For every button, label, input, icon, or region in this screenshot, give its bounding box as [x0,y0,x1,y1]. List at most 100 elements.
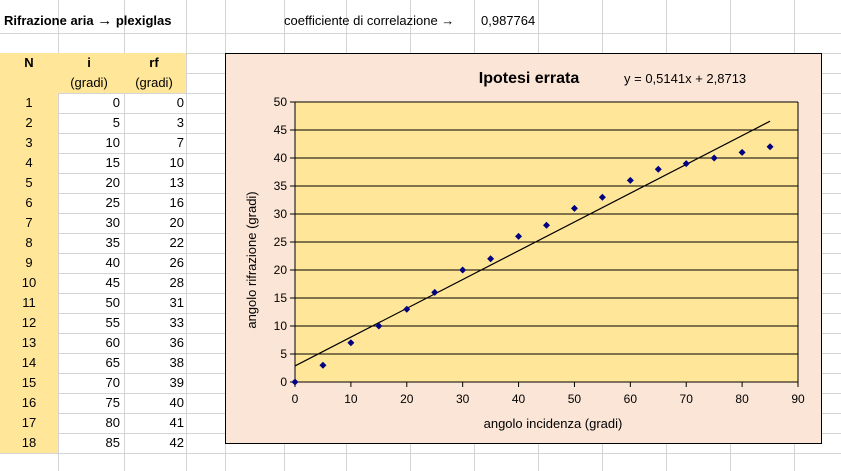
row-number[interactable]: 16 [21,395,37,410]
data-point[interactable] [431,288,439,296]
data-point[interactable] [515,232,523,240]
data-point[interactable] [347,339,355,347]
incidence-value[interactable]: 80 [105,415,120,430]
refraction-value[interactable]: 31 [169,295,184,310]
data-point[interactable] [291,378,299,386]
table-row[interactable]: 5 20 13 [0,173,186,193]
refraction-value[interactable]: 42 [169,435,184,450]
incidence-value[interactable]: 70 [105,375,120,390]
data-point[interactable] [403,305,411,313]
incidence-value[interactable]: 35 [105,235,120,250]
row-number[interactable]: 13 [21,335,37,350]
incidence-value[interactable]: 75 [105,395,120,410]
row-number[interactable]: 5 [25,175,33,190]
table-row[interactable]: 4 15 10 [0,153,186,173]
incidence-value[interactable]: 60 [105,335,120,350]
refraction-value[interactable]: 28 [169,275,184,290]
row-number[interactable]: 11 [22,295,36,310]
data-point[interactable] [543,221,550,229]
data-point[interactable] [738,148,746,156]
table-row[interactable]: 18 85 42 [0,433,186,453]
incidence-value[interactable]: 65 [105,355,120,370]
table-row[interactable]: 6 25 16 [0,193,186,213]
row-number[interactable]: 18 [21,435,37,450]
refraction-value[interactable]: 41 [169,415,184,430]
data-point[interactable] [598,193,606,201]
refraction-value[interactable]: 16 [169,195,184,210]
incidence-value[interactable]: 0 [112,95,120,110]
unit-i[interactable]: (gradi) [70,75,108,90]
data-point[interactable] [710,154,718,162]
row-number[interactable]: 14 [21,355,37,370]
row-number[interactable]: 3 [25,135,33,150]
header-rf[interactable]: rf [149,55,159,70]
table-row[interactable]: 7 30 20 [0,213,186,233]
refraction-value[interactable]: 13 [169,175,184,190]
incidence-value[interactable]: 50 [105,295,120,310]
header-n[interactable]: N [24,55,34,70]
refraction-value[interactable]: 7 [176,135,184,150]
row-number[interactable]: 17 [21,415,37,430]
table-row[interactable]: 15 70 39 [0,373,186,393]
row-number[interactable]: 12 [21,315,37,330]
table-row[interactable]: 12 55 33 [0,313,186,333]
incidence-value[interactable]: 15 [105,155,120,170]
incidence-value[interactable]: 30 [105,215,120,230]
data-point[interactable] [626,176,634,184]
incidence-value[interactable]: 40 [105,255,120,270]
incidence-value[interactable]: 25 [105,195,120,210]
row-number[interactable]: 15 [21,375,37,390]
refraction-value[interactable]: 26 [169,255,184,270]
sheet-title[interactable]: Rifrazione aria → plexiglas [4,11,171,31]
data-point[interactable] [766,143,774,151]
data-point[interactable] [487,255,495,263]
table-row[interactable]: 17 80 41 [0,413,186,433]
header-i[interactable]: i [87,55,91,70]
refraction-value[interactable]: 33 [169,315,184,330]
unit-rf[interactable]: (gradi) [135,75,173,90]
table-row[interactable]: 16 75 40 [0,393,186,413]
refraction-value[interactable]: 39 [169,375,184,390]
data-point[interactable] [375,322,383,330]
incidence-value[interactable]: 85 [105,435,120,450]
row-number[interactable]: 2 [25,115,33,130]
table-row[interactable]: 3 10 7 [0,133,186,153]
table-row[interactable]: 1 0 0 [0,93,186,113]
x-tick-label: 20 [400,392,414,406]
data-point[interactable] [570,204,578,212]
data-point[interactable] [654,165,662,173]
row-number[interactable]: 8 [25,235,33,250]
incidence-value[interactable]: 55 [105,315,120,330]
table-row[interactable]: 9 40 26 [0,253,186,273]
refraction-value[interactable]: 38 [169,355,184,370]
incidence-value[interactable]: 5 [112,115,120,130]
table-row[interactable]: 10 45 28 [0,273,186,293]
row-number[interactable]: 10 [21,275,37,290]
refraction-value[interactable]: 3 [176,115,184,130]
data-point[interactable] [319,361,327,369]
incidence-value[interactable]: 20 [105,175,120,190]
incidence-value[interactable]: 45 [105,275,120,290]
correlation-label[interactable]: coefficiente di correlazione → [284,13,455,28]
table-row[interactable]: 2 5 3 [0,113,186,133]
table-row[interactable]: 11 50 31 [0,293,186,313]
table-row[interactable]: 8 35 22 [0,233,186,253]
refraction-value[interactable]: 22 [169,235,184,250]
incidence-value[interactable]: 10 [105,135,120,150]
correlation-value[interactable]: 0,987764 [481,13,536,28]
refraction-value[interactable]: 0 [176,95,184,110]
data-point[interactable] [459,266,467,274]
row-number[interactable]: 4 [25,155,33,170]
row-number[interactable]: 7 [25,215,33,230]
table-row[interactable]: 14 65 38 [0,353,186,373]
refraction-value[interactable]: 20 [169,215,184,230]
row-number[interactable]: 6 [25,195,33,210]
refraction-value[interactable]: 40 [169,395,184,410]
data-point[interactable] [682,160,690,168]
row-number[interactable]: 1 [25,95,33,110]
refraction-value[interactable]: 36 [169,335,184,350]
refraction-value[interactable]: 10 [169,155,184,170]
row-number[interactable]: 9 [25,255,33,270]
table-row[interactable]: 13 60 36 [0,333,186,353]
